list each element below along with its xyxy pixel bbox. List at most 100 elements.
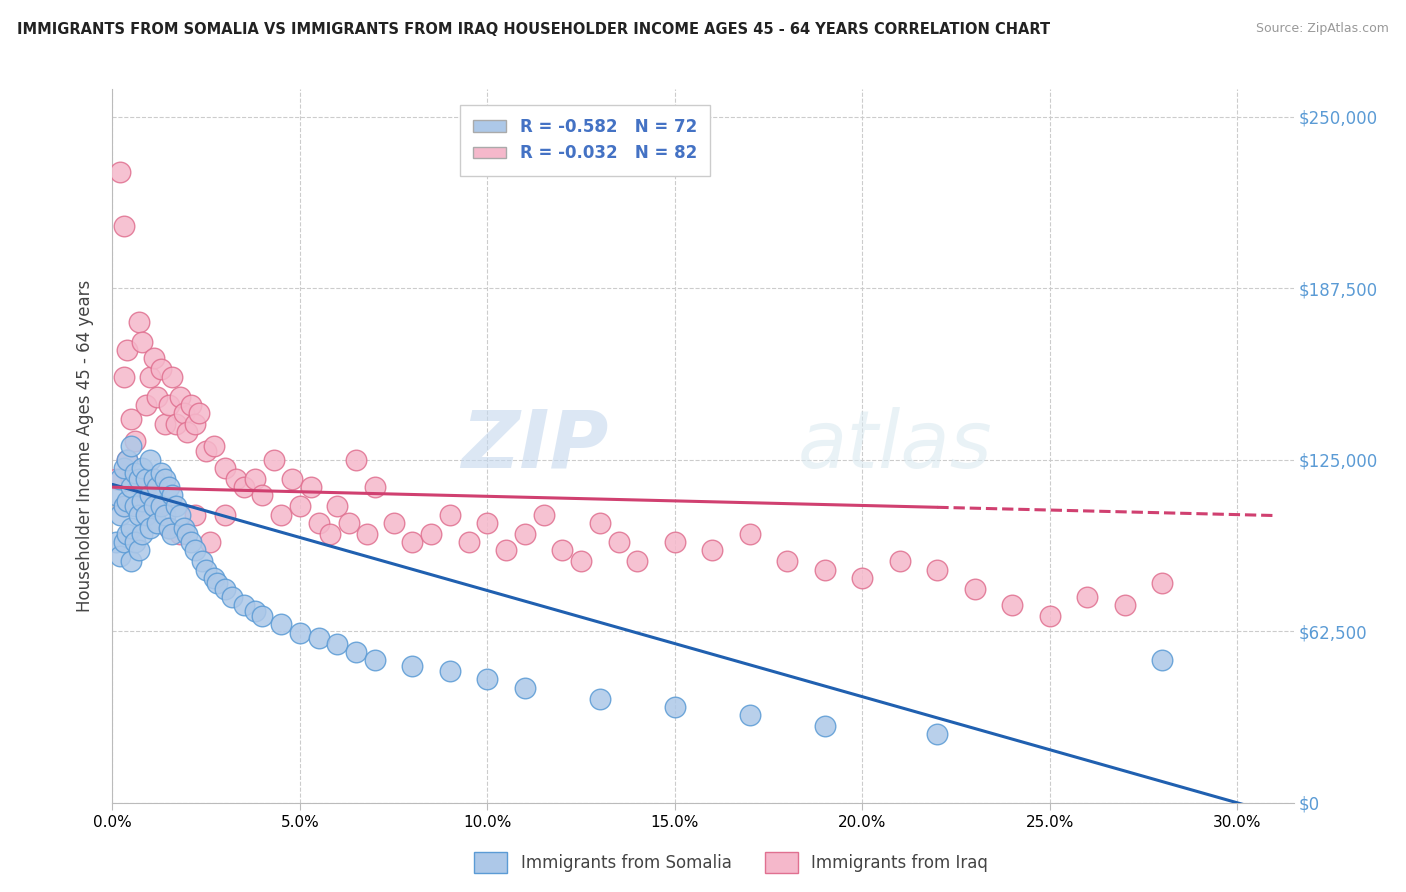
Point (162, 526, 184, 541)
Point (202, 439, 225, 453)
Point (195, 562, 218, 576)
Legend: Immigrants from Somalia, Immigrants from Iraq: Immigrants from Somalia, Immigrants from… (467, 846, 995, 880)
Point (117, 343, 139, 357)
Point (180, 535, 202, 549)
Point (281, 472, 304, 486)
Point (326, 500, 349, 514)
Point (702, 543, 724, 558)
Point (131, 461, 153, 475)
Point (124, 434, 146, 448)
Point (513, 526, 536, 541)
Point (112, 219, 135, 234)
Point (117, 526, 139, 541)
Point (243, 604, 266, 618)
Point (157, 521, 180, 535)
Point (128, 316, 150, 330)
Point (120, 411, 142, 425)
Point (252, 488, 274, 502)
Point (184, 417, 207, 431)
Point (569, 554, 592, 568)
Y-axis label: Householder Income Ages 45 - 64 years: Householder Income Ages 45 - 64 years (76, 280, 94, 612)
Point (153, 508, 176, 522)
Point (124, 535, 146, 549)
Point (146, 500, 169, 514)
Point (439, 664, 461, 678)
Point (184, 543, 207, 558)
Point (963, 582, 986, 596)
Point (108, 508, 131, 522)
Point (112, 461, 135, 475)
Point (270, 508, 292, 522)
Point (112, 370, 135, 384)
Legend: R = -0.582   N = 72, R = -0.032   N = 82: R = -0.582 N = 72, R = -0.032 N = 82 (460, 104, 710, 176)
Point (142, 500, 165, 514)
Point (169, 508, 191, 522)
Point (243, 472, 266, 486)
Point (124, 500, 146, 514)
Point (108, 549, 131, 563)
Point (457, 535, 479, 549)
Point (142, 351, 165, 366)
Point (191, 554, 214, 568)
Point (207, 576, 229, 591)
Point (173, 406, 195, 420)
Point (589, 516, 612, 530)
Point (128, 508, 150, 522)
Point (270, 617, 292, 632)
Point (117, 452, 139, 467)
Point (117, 452, 139, 467)
Point (128, 500, 150, 514)
Point (308, 516, 330, 530)
Point (105, 535, 128, 549)
Point (927, 727, 949, 741)
Point (337, 516, 360, 530)
Point (439, 508, 461, 522)
Point (477, 516, 499, 530)
Point (128, 543, 150, 558)
Point (180, 398, 202, 412)
Point (135, 480, 157, 494)
Point (120, 554, 142, 568)
Point (135, 472, 157, 486)
Point (1152, 576, 1174, 591)
Point (477, 673, 499, 687)
Point (139, 521, 162, 535)
Point (664, 535, 686, 549)
Point (299, 480, 322, 494)
Point (738, 708, 761, 723)
Point (344, 452, 367, 467)
Point (153, 472, 176, 486)
Point (195, 444, 218, 458)
Point (288, 500, 311, 514)
Point (495, 543, 517, 558)
Point (120, 472, 142, 486)
Point (120, 439, 142, 453)
Text: Source: ZipAtlas.com: Source: ZipAtlas.com (1256, 22, 1389, 36)
Point (927, 562, 949, 576)
Point (221, 590, 243, 604)
Point (157, 398, 180, 412)
Point (112, 535, 135, 549)
Text: IMMIGRANTS FROM SOMALIA VS IMMIGRANTS FROM IRAQ HOUSEHOLDER INCOME AGES 45 - 64 : IMMIGRANTS FROM SOMALIA VS IMMIGRANTS FR… (17, 22, 1050, 37)
Point (738, 526, 761, 541)
Point (1039, 609, 1062, 624)
Point (1114, 598, 1136, 612)
Point (105, 472, 128, 486)
Point (513, 681, 536, 695)
Point (169, 390, 191, 404)
Point (150, 500, 173, 514)
Point (551, 543, 574, 558)
Point (198, 535, 221, 549)
Point (202, 571, 225, 585)
Point (176, 425, 198, 440)
Point (135, 398, 157, 412)
Point (232, 480, 254, 494)
Point (165, 500, 187, 514)
Point (112, 500, 135, 514)
Point (364, 480, 387, 494)
Point (776, 554, 799, 568)
Point (139, 488, 162, 502)
Point (533, 508, 555, 522)
Point (308, 631, 330, 645)
Point (131, 494, 153, 508)
